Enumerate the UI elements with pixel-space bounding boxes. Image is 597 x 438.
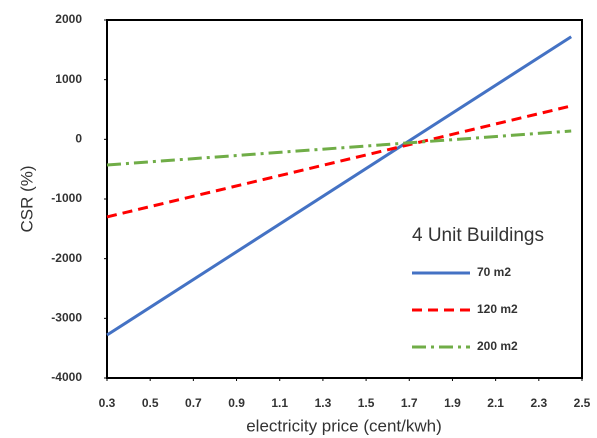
y-axis-label: CSR (%) xyxy=(17,165,36,232)
y-tick-label: -3000 xyxy=(51,311,82,325)
y-tick-label: 2000 xyxy=(55,12,82,26)
series-line xyxy=(106,129,572,167)
x-tick-label: 1.7 xyxy=(401,396,418,410)
x-tick-label: 0.3 xyxy=(99,396,116,410)
legend-label: 70 m2 xyxy=(477,265,511,279)
y-tick-label: -1000 xyxy=(51,191,82,205)
legend-label: 200 m2 xyxy=(477,339,518,353)
series-line xyxy=(106,35,573,337)
x-tick-label: 0.5 xyxy=(142,396,159,410)
x-axis-label: electricity price (cent/kwh) xyxy=(246,416,442,435)
y-tick-label: 0 xyxy=(75,132,82,146)
series-line xyxy=(106,104,572,219)
x-tick-label: 1.9 xyxy=(444,396,461,410)
x-tick-label: 0.9 xyxy=(228,396,245,410)
legend-title: 4 Unit Buildings xyxy=(412,225,544,246)
x-tick-label: 1.3 xyxy=(315,396,332,410)
y-tick-label: -4000 xyxy=(51,370,82,384)
x-tick-label: 1.5 xyxy=(358,396,375,410)
x-tick-label: 2.3 xyxy=(530,396,547,410)
y-tick-label: -2000 xyxy=(51,251,82,265)
x-tick-label: 1.1 xyxy=(271,396,288,410)
x-tick-label: 2.1 xyxy=(487,396,504,410)
y-tick-label: 1000 xyxy=(55,72,82,86)
x-tick-label: 2.5 xyxy=(574,396,591,410)
legend-label: 120 m2 xyxy=(477,302,518,316)
x-tick-label: 0.7 xyxy=(185,396,202,410)
